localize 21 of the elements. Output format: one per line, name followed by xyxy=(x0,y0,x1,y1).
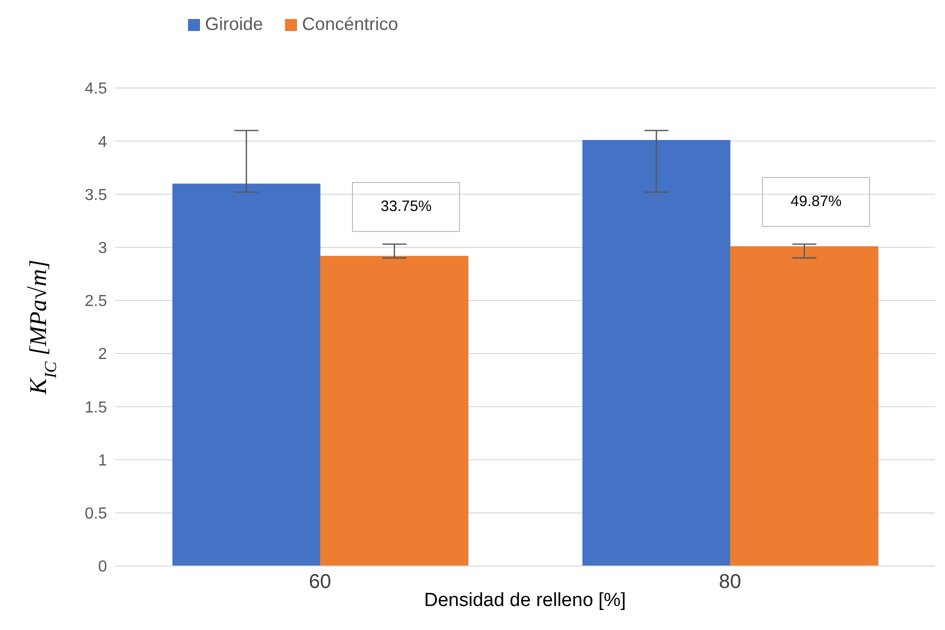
y-tick-label: 1.5 xyxy=(84,399,108,416)
y-tick-label: 0 xyxy=(98,558,108,576)
y-tick-label: 4.5 xyxy=(84,80,108,98)
text-box: 33.75% xyxy=(352,182,460,232)
y-tick-label: 3 xyxy=(98,240,108,258)
bar xyxy=(172,184,320,566)
x-tick-label: 60 xyxy=(308,571,332,594)
legend-label: Concéntrico xyxy=(302,14,398,35)
y-tick-label: 0.5 xyxy=(84,506,108,523)
bar xyxy=(320,256,468,566)
x-axis-title: Densidad de relleno [%] xyxy=(424,590,626,611)
bar xyxy=(730,246,878,566)
legend-label: Giroide xyxy=(205,14,264,35)
y-tick-label: 1 xyxy=(98,452,108,470)
y-tick-label: 2 xyxy=(98,346,108,364)
text-box: 49.87% xyxy=(762,176,870,227)
y-tick-label: 4 xyxy=(98,134,108,151)
x-tick-label: 80 xyxy=(718,571,742,594)
bar xyxy=(582,140,730,566)
y-tick-label: 3.5 xyxy=(84,186,108,204)
y-tick-label: 2.5 xyxy=(84,293,108,310)
